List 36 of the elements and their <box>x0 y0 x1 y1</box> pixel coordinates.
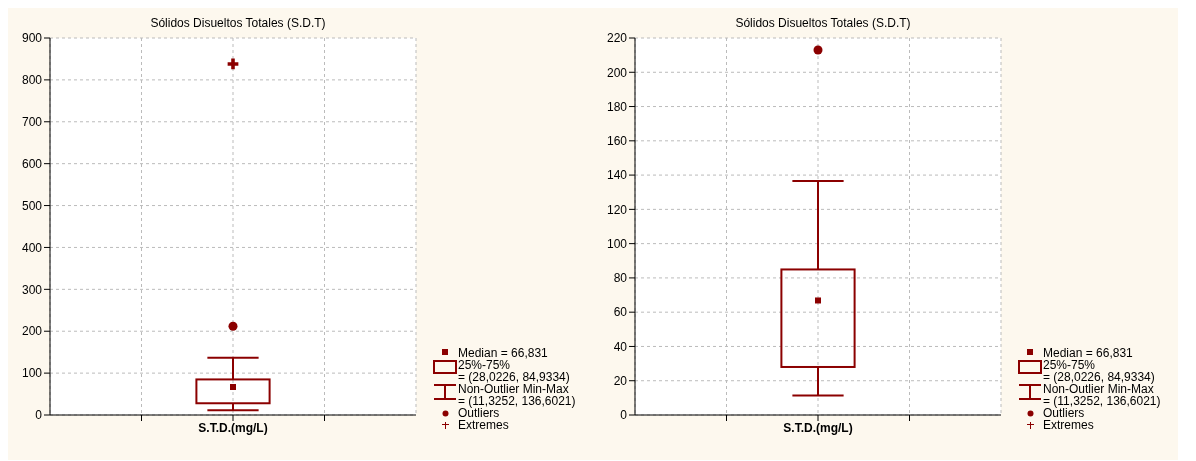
text: 25%-75% = (28,0226, 84,9334) <box>1043 358 1155 384</box>
chart-title: Sólidos Disueltos Totales (S.D.T) <box>149 16 327 30</box>
y-tick-label: 0 <box>35 408 43 423</box>
y-tick-label: 700 <box>21 115 43 130</box>
y-tick-label: 200 <box>606 65 628 80</box>
y-tick-label: 220 <box>606 31 628 46</box>
y-tick-label: 0 <box>620 408 628 423</box>
y-tick-label: 120 <box>606 202 628 217</box>
legend-label: Outliers <box>1043 406 1085 420</box>
y-tick-label: 500 <box>21 198 43 213</box>
legend-label: Extremes <box>458 418 509 432</box>
y-tick-label: 100 <box>606 236 628 251</box>
y-tick-label: 600 <box>21 156 43 171</box>
x-tick-label: S.T.D.(mg/L) <box>198 420 268 435</box>
y-tick-label: 200 <box>21 324 43 339</box>
y-tick-label: 800 <box>21 73 43 88</box>
text: Non-Outlier Min-Max = (11,3252, 136,6021) <box>1043 382 1161 408</box>
legend-label: Extremes <box>1043 418 1094 432</box>
text: 25%-75% = (28,0226, 84,9334) <box>458 358 570 384</box>
text: Non-Outlier Min-Max = (11,3252, 136,6021) <box>458 382 576 408</box>
y-tick-label: 160 <box>606 134 628 149</box>
chart-title: Sólidos Disueltos Totales (S.D.T) <box>734 16 912 30</box>
text: Median = 66,831 <box>458 346 548 360</box>
y-tick-label: 900 <box>21 31 43 46</box>
legend-label: Outliers <box>458 406 500 420</box>
y-tick-label: 20 <box>613 373 628 388</box>
y-tick-label: 300 <box>21 282 43 297</box>
y-tick-label: 140 <box>606 168 628 183</box>
y-tick-label: 100 <box>21 366 43 381</box>
x-tick-label: S.T.D.(mg/L) <box>783 420 853 435</box>
text: Median = 66,831 <box>1043 346 1133 360</box>
y-tick-label: 40 <box>613 339 628 354</box>
y-tick-label: 180 <box>606 99 628 114</box>
y-tick-label: 400 <box>21 240 43 255</box>
y-tick-label: 60 <box>613 305 628 320</box>
y-tick-label: 80 <box>613 271 628 286</box>
